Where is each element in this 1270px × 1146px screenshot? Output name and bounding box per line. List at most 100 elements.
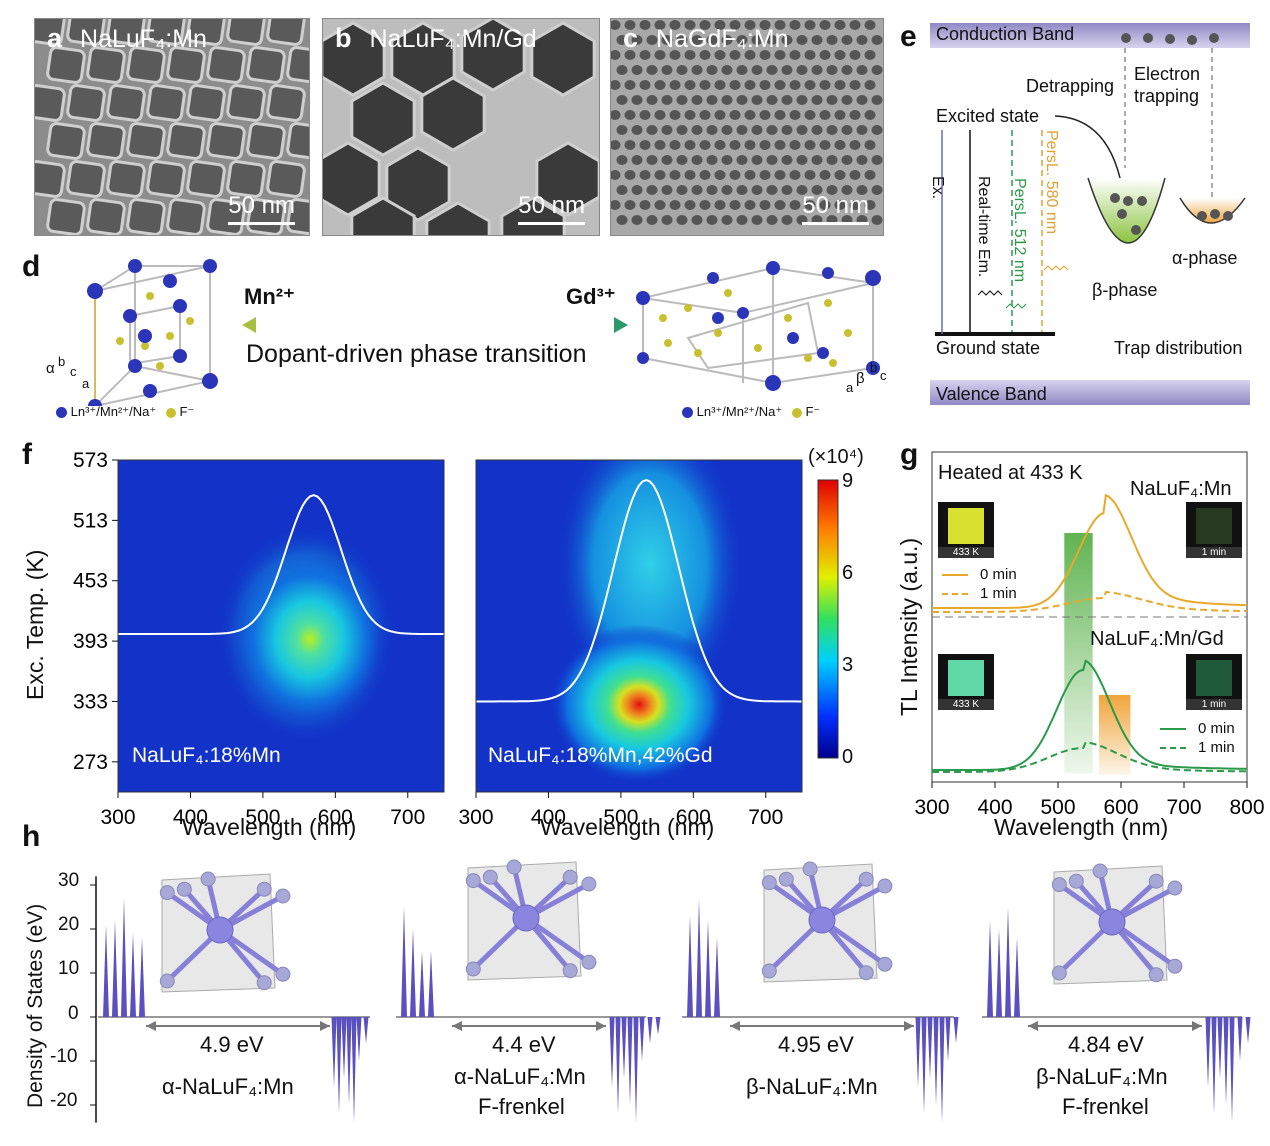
excited-state-label: Excited state [936,106,1040,126]
legend-bottom-1min: 1 min [1160,739,1235,756]
dos-peak-cb [639,1017,645,1061]
x-tick-label: 300 [458,806,493,829]
tem-particle [811,65,823,75]
curve-top-1min [932,591,1248,613]
heatmap-hotspot [549,624,729,785]
tem-particle [206,198,246,235]
beta-axis-a: a [846,380,854,395]
dos-peak-vb [714,937,720,1017]
heatmap-hotspot [234,554,385,725]
scale-bar-b: 50 nm [518,192,585,225]
legend-top-1min: 1 min [942,585,1017,602]
tem-particle [856,65,868,75]
tem-particle [841,35,853,45]
tem-particle [535,141,599,217]
tem-particle [676,125,688,135]
tem-particle [796,185,808,195]
legend-top-1min-label: 1 min [980,585,1017,602]
beta-crystal-structure [636,261,881,391]
panel-letter-a: a [47,23,63,53]
tem-particle [864,80,876,90]
tem-particle [706,155,718,165]
tem-particle [826,65,838,75]
tem-particle [350,196,416,235]
tem-particle [699,110,711,120]
valence-band [930,380,1250,405]
tem-particle [611,80,621,90]
tem-particle [646,35,658,45]
colorbar [817,479,839,759]
tem-particle [706,185,718,195]
tem-particle [826,125,838,135]
tem-particle [186,19,226,46]
fluoride-atom [802,861,818,877]
g-bottom-sample-label: NaLuF₄:Mn/Gd [1090,628,1224,650]
tem-particle [286,122,309,160]
x-tick-label: 700 [748,806,783,829]
tem-particle [751,35,763,45]
tem-particle [826,155,838,165]
tem-particle [646,185,658,195]
tem-particle [721,35,733,45]
tem-particle [811,95,823,105]
tem-particle [789,50,801,60]
trap-distribution-label: Trap distribution [1114,338,1243,358]
tem-particle [691,95,703,105]
tem-particle [246,122,286,160]
tem-particle [699,80,711,90]
tem-particle [699,140,711,150]
fluoride-atom [1167,958,1183,974]
tem-particle [804,170,816,180]
tem-particle [246,198,286,235]
tem-particle [811,35,823,45]
tem-particle [46,122,86,160]
tem-particles-c [611,20,883,225]
tem-particle [721,95,733,105]
fluoride-atom [1167,880,1183,896]
tem-particle [86,198,126,235]
tem-particle [759,200,771,210]
tem-particle [849,200,861,210]
dos-peak-cb [609,1017,615,1088]
tem-particle [759,110,771,120]
tem-particle [811,155,823,165]
detrapping-label: Detrapping [1026,76,1115,96]
tem-particle [871,65,883,75]
tem-particle [66,84,106,122]
tem-particle [669,20,681,30]
curve-bottom-0min [932,659,1248,771]
fluoride-atom [1092,863,1108,879]
g-top-sample-label: NaLuF₄:Mn [1130,478,1232,500]
tem-particle [871,155,883,165]
alpha-axis-b: b [58,354,66,369]
photo-label-3: 433 K [938,699,994,710]
tem-particle [226,19,266,46]
tem-particle [669,140,681,150]
tem-particle [323,141,381,217]
tem-particle [35,160,66,198]
tem-particle [856,125,868,135]
tem-particle [796,125,808,135]
overlay-curve [118,494,444,635]
tem-particle [804,80,816,90]
tem-particle [714,110,726,120]
tem-particle [691,215,703,225]
tem-particle [654,50,666,60]
tem-particle [736,95,748,105]
persl-512-label: PersL. 512 nm [1011,178,1028,283]
metal-atom [206,916,234,944]
fluoride-atom [275,966,291,982]
tem-particle [781,155,793,165]
tem-particle [721,185,733,195]
fluoride-atom [159,973,175,989]
tem-particle [624,80,636,90]
tem-particle [804,110,816,120]
tem-particle [691,155,703,165]
tem-particle [616,65,628,75]
tem-particle [676,215,688,225]
tem-particles-b [323,19,599,235]
fluoride-atom [256,975,272,991]
x-tick-label: 600 [676,806,711,829]
dos-peak-cb [633,1017,639,1123]
x-tick-label: 800 [1229,796,1264,819]
